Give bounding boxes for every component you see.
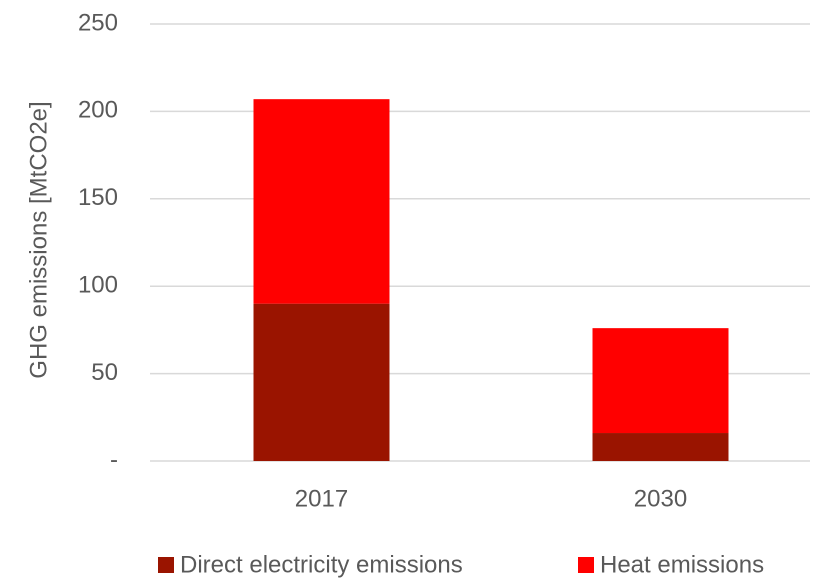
y-tick-label: 200 (78, 97, 118, 124)
bar-segment (253, 99, 390, 304)
bar-segment (592, 433, 729, 461)
y-axis-label: GHG emissions [MtCO2e] (25, 101, 52, 378)
bar-segment (592, 328, 729, 434)
x-tick-label: 2030 (634, 485, 687, 512)
y-tick-label: 250 (78, 9, 118, 36)
bar-segment (253, 303, 390, 461)
y-tick-label: - (110, 446, 118, 473)
legend-swatch (578, 557, 594, 573)
legend-label: Heat emissions (600, 551, 764, 578)
y-tick-label: 100 (78, 272, 118, 299)
y-tick-label: 150 (78, 184, 118, 211)
legend-swatch (158, 557, 174, 573)
legend-label: Direct electricity emissions (180, 551, 463, 578)
x-tick-label: 2017 (295, 485, 348, 512)
y-tick-label: 50 (91, 359, 118, 386)
